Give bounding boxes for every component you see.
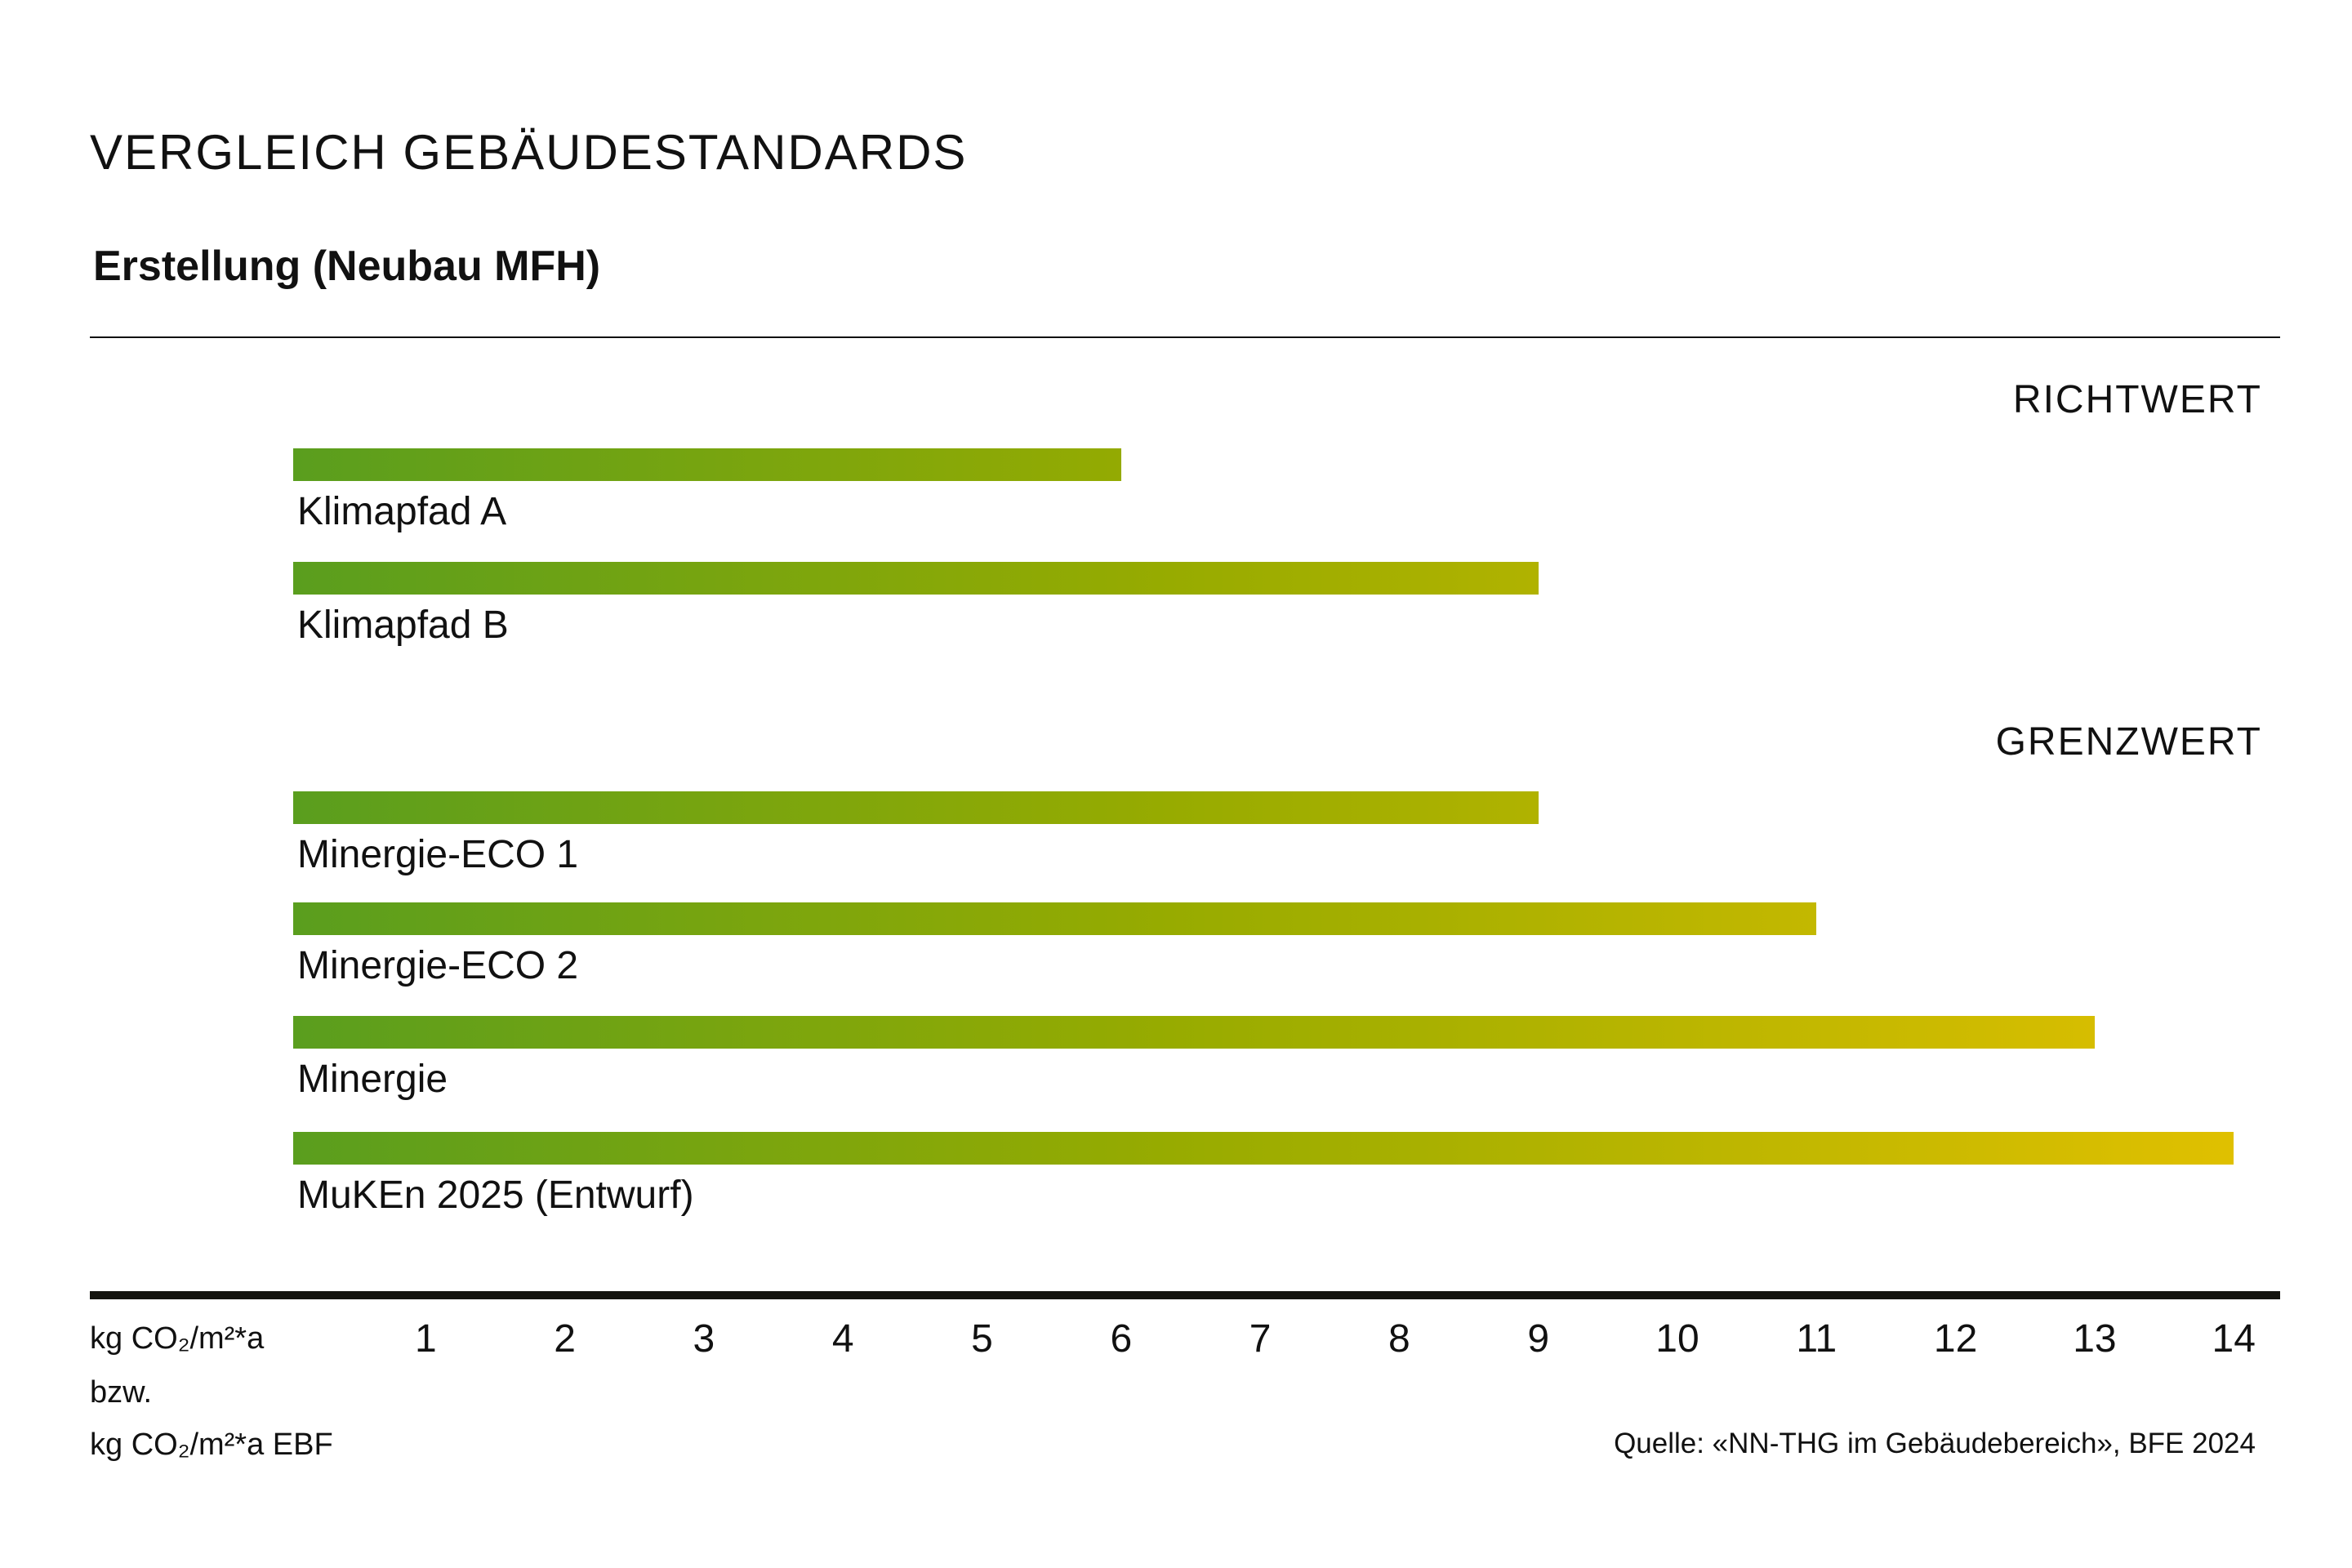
x-axis-unit-ebf: kg CO₂/m²*a EBF [90, 1428, 333, 1462]
x-tick-label: 7 [1249, 1317, 1272, 1361]
group-heading: RICHTWERT [2012, 378, 2262, 421]
x-tick-label: 3 [693, 1317, 715, 1361]
bar-label: Klimapfad A [297, 490, 507, 533]
bar [293, 1016, 2095, 1049]
chart-title: VERGLEICH GEBÄUDESTANDARDS [90, 125, 968, 180]
chart-subtitle: Erstellung (Neubau MFH) [93, 243, 601, 290]
x-axis-unit-or: bzw. [90, 1375, 153, 1410]
bar-label: MuKEn 2025 (Entwurf) [297, 1174, 694, 1217]
bar-label: Minergie [297, 1058, 448, 1101]
x-tick-label: 4 [831, 1317, 854, 1361]
x-tick-label: 8 [1388, 1317, 1410, 1361]
bar-label: Klimapfad B [297, 604, 509, 647]
x-axis-line [90, 1291, 2280, 1299]
bar [293, 791, 1539, 824]
x-tick-label: 5 [971, 1317, 993, 1361]
bar-label: Minergie-ECO 1 [297, 833, 579, 876]
x-tick-label: 9 [1527, 1317, 1550, 1361]
x-tick-label: 12 [1933, 1317, 1978, 1361]
bar [293, 902, 1817, 935]
source-note: Quelle: «NN-THG im Gebäudebereich», BFE … [1614, 1428, 2256, 1459]
x-tick-label: 1 [414, 1317, 437, 1361]
x-tick-label: 10 [1655, 1317, 1699, 1361]
x-tick-label: 14 [2212, 1317, 2256, 1361]
bar-label: Minergie-ECO 2 [297, 944, 579, 987]
group-heading: GRENZWERT [1995, 720, 2262, 764]
bar [293, 1132, 2234, 1165]
x-tick-label: 11 [1796, 1317, 1838, 1361]
bar [293, 448, 1121, 481]
x-axis-unit: kg CO₂/m²*a [90, 1321, 265, 1356]
x-tick-label: 6 [1110, 1317, 1133, 1361]
bar [293, 562, 1539, 595]
x-tick-label: 2 [554, 1317, 576, 1361]
top-divider [90, 336, 2280, 338]
x-tick-label: 13 [2073, 1317, 2117, 1361]
